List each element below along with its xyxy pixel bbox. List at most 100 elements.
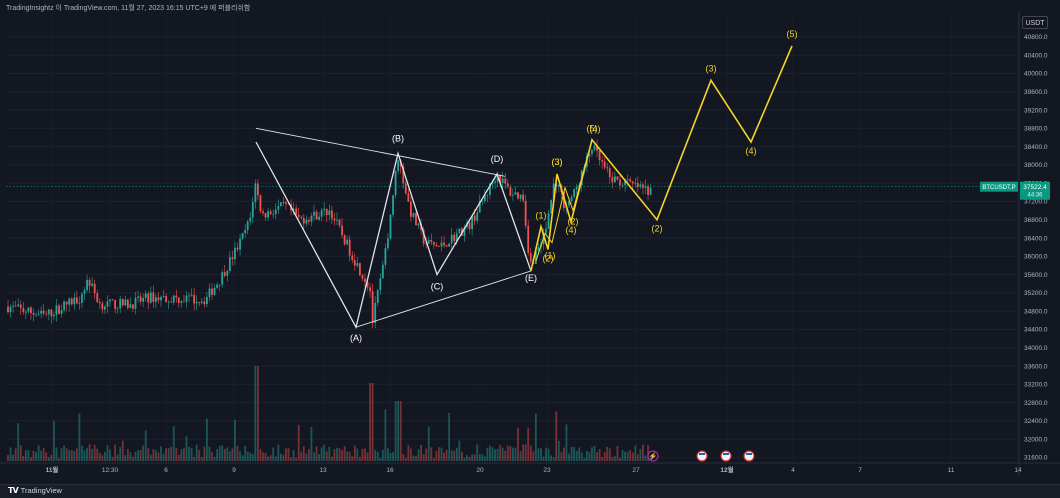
volume-bar [185,436,188,461]
candle-body [246,221,249,230]
volume-bar [527,427,530,461]
candle-body [397,160,400,171]
candle-body [170,301,173,303]
candle-body [568,200,570,206]
volume-bar [70,450,73,461]
volume-bar [7,455,9,461]
candle-body [14,305,17,307]
y-tick-label: 37200.0 [1024,199,1048,206]
volume-bar [381,449,384,461]
candle-body [12,305,14,307]
volume-bar [407,444,410,461]
candle-body [450,234,453,244]
volume-bar [50,454,53,461]
candle-body [506,183,509,187]
y-tick-label: 34400.0 [1024,327,1048,334]
tradingview-logo[interactable]: 𝗧𝗩 TradingView [8,486,62,495]
candle-body [272,213,275,215]
volume-bar [177,454,180,461]
candle-body [24,311,27,313]
candle-body [338,219,341,226]
x-tick-label: 23 [543,467,551,474]
candle-body [96,293,99,302]
candle-body [254,183,257,203]
candle-body [404,183,407,194]
candle-body [489,183,491,195]
volume-bar [440,447,443,461]
volume-bar [621,449,624,461]
candle-body [98,301,101,304]
volume-bar [468,456,471,461]
volume-bar [86,447,88,461]
candle-body [471,215,473,230]
candle-body [200,301,203,303]
candle-body [195,301,198,304]
candle-body [129,304,132,308]
volume-bar [522,444,524,461]
y-tick-label: 31600.0 [1024,455,1048,462]
volume-bar [68,450,71,461]
impulse-wave-label: (4) [566,225,577,235]
candle-body [86,279,88,291]
candle-body [476,212,479,221]
candle-body [223,272,226,276]
volume-bar [432,457,435,461]
volume-bar [170,446,173,461]
volume-bar [547,448,550,461]
volume-bar [119,447,122,461]
candles [7,139,652,329]
volume-bar [338,448,341,461]
y-tick-label: 35600.0 [1024,272,1048,279]
candle-body [509,186,512,196]
candle-body [75,297,78,304]
candle-body [50,309,53,317]
volume-bar [458,440,461,461]
candle-body [425,243,428,245]
volume-bar [534,413,537,461]
candle-body [262,211,264,214]
currency-button[interactable]: USDT [1022,16,1048,29]
candle-body [410,201,412,217]
volume-bar [104,451,106,461]
volume-bar [608,448,611,461]
candle-body [341,225,343,236]
candle-body [111,299,114,301]
candle-body [346,239,349,245]
volume-bar [175,447,178,461]
volume-bar [634,445,637,461]
volume-bar [494,449,496,461]
volume-bar [583,457,586,461]
volume-bar [239,451,241,461]
candle-body [60,310,63,314]
y-tick-label: 39200.0 [1024,107,1048,114]
volume-bar [376,451,379,461]
candle-body [81,293,83,303]
candle-body [432,241,435,245]
candle-body [203,301,206,305]
x-tick-label: 16 [386,467,394,474]
volume-bar [563,447,565,461]
volume-bar [195,444,198,461]
volume-bar [101,455,104,461]
candle-body [234,247,236,260]
volume-bar [415,455,417,461]
x-tick-label: 7 [858,467,862,474]
volume-bar [402,454,405,461]
candle-body [614,176,616,183]
countdown-label: 44:36 [1027,193,1043,199]
candle-body [517,192,519,199]
volume-bar [147,448,150,461]
volume-bar [287,447,290,461]
impulse-wave-label: (2) [652,224,663,234]
volume-bar [160,446,162,461]
candle-body [119,298,122,309]
volume-bar [302,446,305,461]
volume-bar [193,457,196,461]
volume-bar [649,457,652,461]
candle-body [7,306,9,313]
volume-bar [601,457,604,461]
candle-body [124,299,127,306]
candle-body [636,183,639,188]
